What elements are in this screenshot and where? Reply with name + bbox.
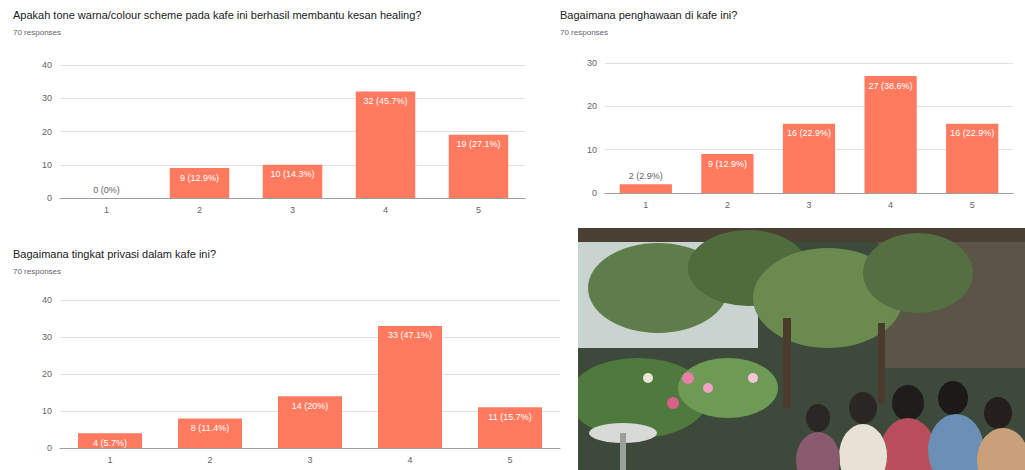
svg-text:20: 20 xyxy=(42,127,52,137)
svg-text:40: 40 xyxy=(42,60,52,70)
svg-text:2: 2 xyxy=(725,200,730,210)
svg-text:0: 0 xyxy=(47,443,52,453)
svg-text:20: 20 xyxy=(587,101,597,111)
svg-text:14 (20%): 14 (20%) xyxy=(292,401,329,411)
svg-text:8 (11.4%): 8 (11.4%) xyxy=(191,423,229,433)
svg-text:3: 3 xyxy=(806,200,811,210)
svg-text:Bagaimana tingkat privasi dala: Bagaimana tingkat privasi dalam kafe ini… xyxy=(13,248,216,260)
svg-text:5: 5 xyxy=(970,200,975,210)
svg-text:5: 5 xyxy=(476,205,481,215)
svg-text:10: 10 xyxy=(42,160,52,170)
svg-text:1: 1 xyxy=(104,205,109,215)
svg-text:27 (38.6%): 27 (38.6%) xyxy=(869,81,913,91)
svg-text:2: 2 xyxy=(207,455,212,465)
svg-text:4: 4 xyxy=(407,455,412,465)
svg-text:16 (22.9%): 16 (22.9%) xyxy=(950,128,994,138)
svg-text:5: 5 xyxy=(507,455,512,465)
svg-text:0: 0 xyxy=(47,193,52,203)
svg-text:30: 30 xyxy=(587,58,597,68)
svg-text:2: 2 xyxy=(197,205,202,215)
svg-text:9 (12.9%): 9 (12.9%) xyxy=(180,173,219,183)
svg-text:4: 4 xyxy=(888,200,893,210)
svg-text:4: 4 xyxy=(383,205,388,215)
svg-text:10: 10 xyxy=(587,145,597,155)
svg-text:3: 3 xyxy=(290,205,295,215)
svg-text:1: 1 xyxy=(107,455,112,465)
svg-text:0: 0 xyxy=(592,188,597,198)
svg-text:70 responses: 70 responses xyxy=(560,28,608,37)
svg-text:16 (22.9%): 16 (22.9%) xyxy=(787,128,831,138)
svg-text:70 responses: 70 responses xyxy=(13,28,61,37)
svg-text:4 (5.7%): 4 (5.7%) xyxy=(93,438,127,448)
svg-text:10: 10 xyxy=(42,406,52,416)
svg-text:9 (12.9%): 9 (12.9%) xyxy=(708,159,747,169)
svg-text:0 (0%): 0 (0%) xyxy=(93,185,120,195)
svg-text:1: 1 xyxy=(643,200,648,210)
svg-text:40: 40 xyxy=(42,295,52,305)
svg-text:30: 30 xyxy=(42,332,52,342)
svg-text:70 responses: 70 responses xyxy=(13,267,61,276)
svg-text:2 (2.9%): 2 (2.9%) xyxy=(629,171,663,181)
svg-text:20: 20 xyxy=(42,369,52,379)
svg-text:11 (15.7%): 11 (15.7%) xyxy=(488,412,531,422)
svg-text:Apakah tone warna/colour schem: Apakah tone warna/colour scheme pada kaf… xyxy=(13,9,421,21)
svg-text:32 (45.7%): 32 (45.7%) xyxy=(363,96,407,106)
svg-text:10 (14.3%): 10 (14.3%) xyxy=(270,169,314,179)
svg-text:30: 30 xyxy=(42,93,52,103)
svg-text:33 (47.1%): 33 (47.1%) xyxy=(388,330,432,340)
svg-text:3: 3 xyxy=(307,455,312,465)
svg-text:19 (27.1%): 19 (27.1%) xyxy=(456,139,500,149)
svg-text:Bagaimana penghawaan di kafe i: Bagaimana penghawaan di kafe ini? xyxy=(560,9,737,21)
